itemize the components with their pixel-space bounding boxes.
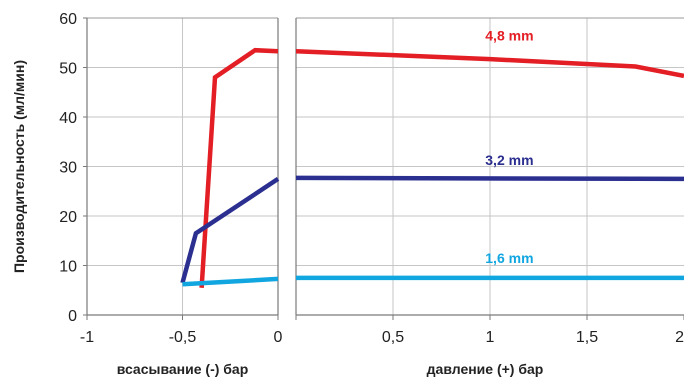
series-line-32-pressure <box>295 175 684 182</box>
y-tick-label: 10 <box>59 259 77 276</box>
y-tick-label: 20 <box>59 209 77 226</box>
series-label-32: 3,2 mm <box>485 152 533 168</box>
y-tick-label: 60 <box>59 11 77 28</box>
x-tick-label: -0,5 <box>169 329 197 346</box>
series-label-48: 4,8 mm <box>485 27 533 43</box>
series-label-16: 1,6 mm <box>485 250 533 266</box>
x-tick-label: 1,5 <box>576 329 598 346</box>
x-tick-label: 0,5 <box>382 329 404 346</box>
x-tick-label: 1 <box>486 329 495 346</box>
y-tick-label: 50 <box>59 61 77 78</box>
y-axis-title: Производительность (мл/мин) <box>11 60 27 273</box>
x-tick-label: 0 <box>274 329 283 346</box>
series-line-32-suction <box>180 177 280 284</box>
series-line-16-suction <box>182 276 279 287</box>
series-line-48-pressure <box>295 48 684 79</box>
y-tick-label: 30 <box>59 160 77 177</box>
x-axis-title: всасывание (-) бар <box>117 361 249 377</box>
y-tick-label: 0 <box>68 308 77 325</box>
y-tick-label: 40 <box>59 110 77 127</box>
x-tick-label: -1 <box>80 329 94 346</box>
series-line-48-suction <box>199 47 279 288</box>
x-tick-label: 2 <box>675 329 684 346</box>
x-axis-title: давление (+) бар <box>427 361 544 377</box>
